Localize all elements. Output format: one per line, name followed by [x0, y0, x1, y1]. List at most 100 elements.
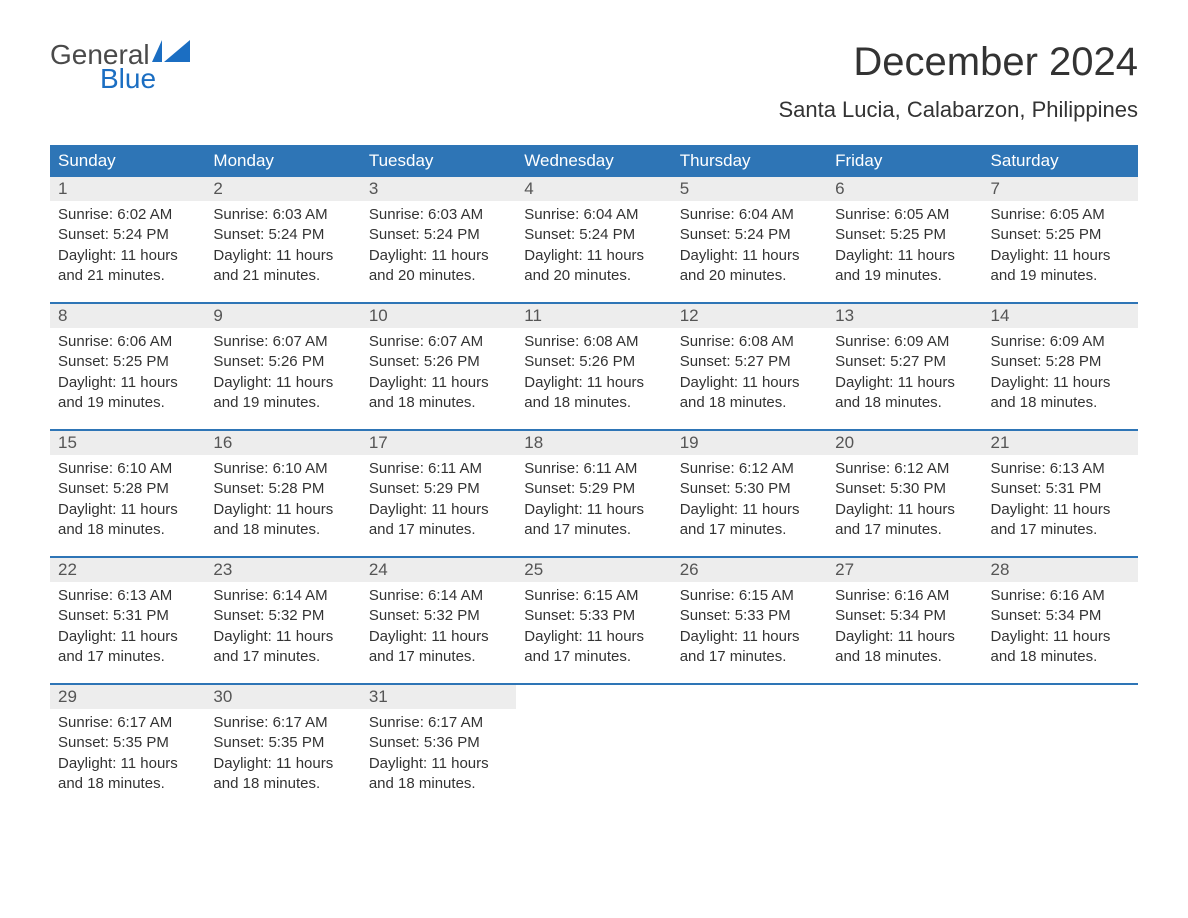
title-block: December 2024 Santa Lucia, Calabarzon, P…	[778, 40, 1138, 135]
day-sunrise: Sunrise: 6:17 AM	[369, 713, 508, 733]
day-daylight2: and 17 minutes.	[991, 520, 1130, 540]
day-sunset: Sunset: 5:32 PM	[213, 606, 352, 626]
day-daylight1: Daylight: 11 hours	[369, 500, 508, 520]
day-sunrise: Sunrise: 6:07 AM	[213, 332, 352, 352]
day-data: Sunrise: 6:07 AMSunset: 5:26 PMDaylight:…	[361, 328, 516, 423]
week-row: 29 Sunrise: 6:17 AM Sunset: 5:35 PMDayligh…	[50, 685, 1138, 811]
day-daylight1: Daylight: 11 hours	[58, 754, 197, 774]
day-daylight2: and 18 minutes.	[213, 774, 352, 794]
day-sunset: Sunset: 5:31 PM	[991, 479, 1130, 499]
day-daylight1: Daylight: 11 hours	[213, 373, 352, 393]
day-sunrise: Sunrise: 6:13 AM	[991, 459, 1130, 479]
day-cell: 9Sunrise: 6:07 AMSunset: 5:26 PMDaylight…	[205, 304, 360, 430]
day-data: Sunrise: 6:02 AMSunset: 5:24 PMDaylight:…	[50, 201, 205, 296]
day-number: 17	[361, 431, 516, 455]
day-daylight1: Daylight: 11 hours	[835, 246, 974, 266]
day-header: Saturday	[983, 145, 1138, 177]
day-cell: 30Sunrise: 6:17 AMSunset: 5:35 PMDayligh…	[205, 685, 360, 811]
day-number: 21	[983, 431, 1138, 455]
week-row: 22Sunrise: 6:13 AMSunset: 5:31 PMDayligh…	[50, 558, 1138, 684]
day-daylight1: Daylight: 11 hours	[58, 500, 197, 520]
day-number: 10	[361, 304, 516, 328]
day-sunset: Sunset: 5:35 PM	[58, 733, 197, 753]
day-number: 13	[827, 304, 982, 328]
day-daylight2: and 17 minutes.	[680, 647, 819, 667]
day-daylight1: Daylight: 11 hours	[213, 246, 352, 266]
day-sunrise: Sunrise: 6:04 AM	[524, 205, 663, 225]
day-number: 29	[50, 685, 205, 709]
day-sunrise: Sunrise: 6:16 AM	[991, 586, 1130, 606]
logo-text-blue: Blue	[100, 65, 190, 93]
day-cell: 1Sunrise: 6:02 AMSunset: 5:24 PMDaylight…	[50, 177, 205, 303]
day-cell: 3Sunrise: 6:03 AMSunset: 5:24 PMDaylight…	[361, 177, 516, 303]
day-daylight1: Daylight: 11 hours	[991, 627, 1130, 647]
day-daylight2: and 20 minutes.	[524, 266, 663, 286]
day-daylight1: Daylight: 11 hours	[680, 500, 819, 520]
day-sunset: Sunset: 5:24 PM	[524, 225, 663, 245]
day-cell: 24Sunrise: 6:14 AMSunset: 5:32 PMDayligh…	[361, 558, 516, 684]
day-data: Sunrise: 6:07 AMSunset: 5:26 PMDaylight:…	[205, 328, 360, 423]
day-data: Sunrise: 6:11 AMSunset: 5:29 PMDaylight:…	[516, 455, 671, 550]
day-number: 19	[672, 431, 827, 455]
day-number: 2	[205, 177, 360, 201]
day-cell: 17Sunrise: 6:11 AMSunset: 5:29 PMDayligh…	[361, 431, 516, 557]
logo: General Blue	[50, 40, 190, 93]
day-daylight2: and 21 minutes.	[58, 266, 197, 286]
day-cell: 20Sunrise: 6:12 AMSunset: 5:30 PMDayligh…	[827, 431, 982, 557]
day-daylight1: Daylight: 11 hours	[991, 500, 1130, 520]
day-sunset: Sunset: 5:30 PM	[680, 479, 819, 499]
day-cell: 25Sunrise: 6:15 AMSunset: 5:33 PMDayligh…	[516, 558, 671, 684]
day-data: Sunrise: 6:04 AMSunset: 5:24 PMDaylight:…	[672, 201, 827, 296]
day-cell: 15Sunrise: 6:10 AMSunset: 5:28 PMDayligh…	[50, 431, 205, 557]
day-cell: 13Sunrise: 6:09 AMSunset: 5:27 PMDayligh…	[827, 304, 982, 430]
day-daylight2: and 18 minutes.	[369, 774, 508, 794]
day-sunset: Sunset: 5:34 PM	[991, 606, 1130, 626]
day-daylight1: Daylight: 11 hours	[991, 373, 1130, 393]
day-number: 14	[983, 304, 1138, 328]
day-header: Friday	[827, 145, 982, 177]
day-sunrise: Sunrise: 6:05 AM	[991, 205, 1130, 225]
day-sunset: Sunset: 5:28 PM	[991, 352, 1130, 372]
day-sunset: Sunset: 5:33 PM	[524, 606, 663, 626]
day-daylight2: and 17 minutes.	[524, 520, 663, 540]
day-number: 20	[827, 431, 982, 455]
day-sunrise: Sunrise: 6:09 AM	[835, 332, 974, 352]
day-sunrise: Sunrise: 6:04 AM	[680, 205, 819, 225]
day-number: 3	[361, 177, 516, 201]
day-sunrise: Sunrise: 6:14 AM	[213, 586, 352, 606]
month-title: December 2024	[778, 40, 1138, 85]
day-data: Sunrise: 6:10 AMSunset: 5:28 PMDaylight:…	[50, 455, 205, 550]
day-sunrise: Sunrise: 6:10 AM	[213, 459, 352, 479]
day-daylight1: Daylight: 11 hours	[213, 627, 352, 647]
day-sunrise: Sunrise: 6:03 AM	[369, 205, 508, 225]
day-daylight1: Daylight: 11 hours	[369, 627, 508, 647]
day-daylight2: and 18 minutes.	[991, 393, 1130, 413]
day-header: Thursday	[672, 145, 827, 177]
day-cell	[827, 685, 982, 811]
day-sunset: Sunset: 5:28 PM	[58, 479, 197, 499]
day-data: Sunrise: 6:13 AMSunset: 5:31 PMDaylight:…	[50, 582, 205, 677]
day-sunset: Sunset: 5:26 PM	[213, 352, 352, 372]
day-sunset: Sunset: 5:30 PM	[835, 479, 974, 499]
day-daylight1: Daylight: 11 hours	[58, 627, 197, 647]
day-data: Sunrise: 6:15 AMSunset: 5:33 PMDaylight:…	[672, 582, 827, 677]
day-daylight2: and 20 minutes.	[680, 266, 819, 286]
day-cell	[672, 685, 827, 811]
day-daylight2: and 18 minutes.	[213, 520, 352, 540]
day-header-row: Sunday Monday Tuesday Wednesday Thursday…	[50, 145, 1138, 177]
day-sunset: Sunset: 5:29 PM	[369, 479, 508, 499]
day-data: Sunrise: 6:05 AMSunset: 5:25 PMDaylight:…	[827, 201, 982, 296]
day-cell: 31Sunrise: 6:17 AMSunset: 5:36 PMDayligh…	[361, 685, 516, 811]
day-daylight2: and 17 minutes.	[58, 647, 197, 667]
day-data: Sunrise: 6:10 AMSunset: 5:28 PMDaylight:…	[205, 455, 360, 550]
day-number: 23	[205, 558, 360, 582]
day-cell: 2Sunrise: 6:03 AMSunset: 5:24 PMDaylight…	[205, 177, 360, 303]
day-daylight1: Daylight: 11 hours	[991, 246, 1130, 266]
day-daylight1: Daylight: 11 hours	[524, 627, 663, 647]
day-cell	[516, 685, 671, 811]
day-cell: 8Sunrise: 6:06 AMSunset: 5:25 PMDaylight…	[50, 304, 205, 430]
day-header: Tuesday	[361, 145, 516, 177]
day-header: Monday	[205, 145, 360, 177]
day-daylight1: Daylight: 11 hours	[524, 246, 663, 266]
day-data: Sunrise: 6:09 AMSunset: 5:28 PMDaylight:…	[983, 328, 1138, 423]
